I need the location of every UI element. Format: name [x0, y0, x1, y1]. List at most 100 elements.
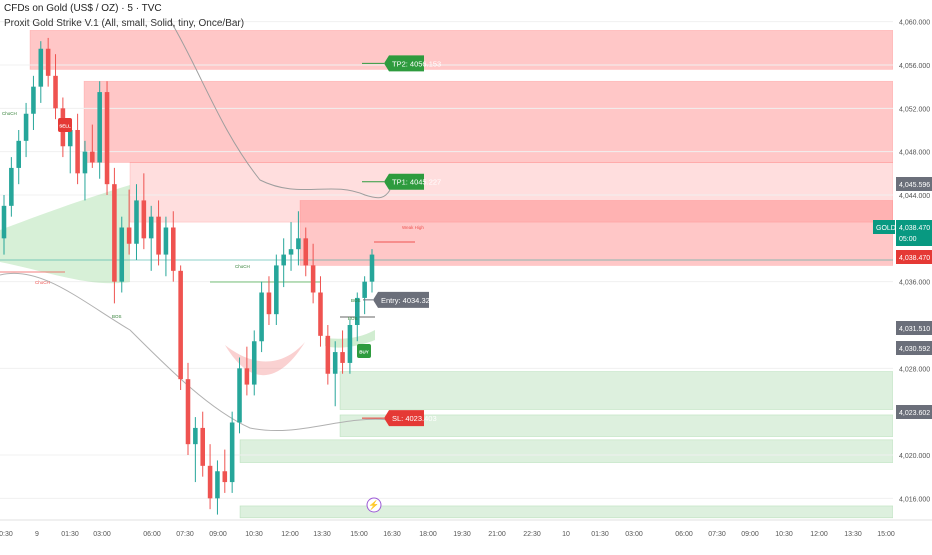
annotation-text: Weak High	[402, 225, 424, 230]
annotation-text: ChoCH	[2, 111, 17, 116]
x-tick-label: 12:00	[810, 531, 828, 538]
x-tick-label: 00:30	[0, 531, 13, 538]
price-label-bg	[896, 321, 932, 335]
price-label: 4,031.510	[899, 326, 930, 333]
candle-body	[193, 427, 198, 445]
grid-layer	[0, 21, 893, 499]
demand-zone	[339, 371, 894, 410]
candle-body	[134, 200, 139, 244]
candle-body	[141, 200, 147, 239]
candle-body	[332, 352, 338, 374]
ma-lower-line	[0, 272, 391, 431]
y-tick-label: 4,052.000	[899, 106, 930, 113]
candle-body	[104, 92, 110, 185]
x-tick-label: 18:00	[419, 531, 437, 538]
candle-body	[229, 422, 235, 483]
x-tick-label: 16:30	[383, 531, 401, 538]
trend-band	[0, 185, 130, 284]
zones-layer	[29, 30, 894, 519]
x-tick-label: 01:30	[61, 531, 79, 538]
price-label: 4,045.596	[899, 182, 930, 189]
x-tick-label: 15:00	[350, 531, 368, 538]
x-tick-label: 19:30	[453, 531, 471, 538]
x-axis-bg	[0, 520, 932, 550]
candle-body	[237, 368, 242, 423]
price-label: 4,030.592	[899, 346, 930, 353]
trade-tag-label: Entry: 4034.320	[381, 296, 434, 305]
candle-body	[259, 292, 264, 342]
candle-body	[178, 270, 183, 380]
chart-title: CFDs on Gold (US$ / OZ) · 5 · TVC	[4, 3, 162, 14]
x-tick-label: 21:00	[488, 531, 506, 538]
candle-body	[303, 238, 309, 266]
x-tick-label: 10:30	[775, 531, 793, 538]
candle-body	[296, 238, 301, 250]
price-label: 4,023.602	[899, 410, 930, 417]
y-tick-label: 4,020.000	[899, 453, 930, 460]
y-tick-label: 4,044.000	[899, 193, 930, 200]
x-tick-label: 22:30	[523, 531, 541, 538]
trade-tag	[384, 173, 424, 190]
candle-body	[82, 151, 88, 174]
annotation-text: BOS	[348, 316, 358, 321]
y-tick-label: 4,056.000	[899, 63, 930, 70]
buy-badge	[357, 344, 371, 358]
candle-body	[67, 130, 73, 147]
sell-label: SELL	[59, 124, 71, 129]
candle-body	[90, 151, 95, 163]
candle-body	[281, 254, 286, 266]
candle-body	[53, 75, 58, 109]
candle-body	[325, 335, 331, 374]
price-label-bg	[896, 405, 932, 419]
x-tick-label: 13:30	[844, 531, 862, 538]
candle-body	[156, 216, 161, 255]
candle-body	[23, 113, 29, 141]
indicator-label: Proxit Gold Strike V.1 (All, small, Soli…	[4, 18, 245, 29]
candle-body	[207, 465, 213, 499]
candle-body	[75, 130, 80, 174]
x-tick-label: 10	[562, 531, 570, 538]
price-label-countdown: 05:00	[899, 236, 917, 243]
trade-tag-label: TP2: 4056.153	[392, 59, 441, 68]
x-tick-label: 06:00	[143, 531, 161, 538]
buy-label: BUY	[359, 350, 369, 355]
candle-body	[310, 265, 316, 293]
price-label: 4,038.470	[899, 225, 930, 232]
annotation-text: BOS	[112, 314, 122, 319]
trade-tag	[384, 410, 424, 427]
x-tick-label: 03:00	[93, 531, 111, 538]
price-label: 4,038.470	[899, 255, 930, 262]
reversal-arc	[225, 342, 305, 376]
candle-body	[97, 92, 102, 163]
symbol-label: GOLD	[876, 225, 896, 232]
candle-body	[340, 352, 345, 363]
candle-body	[31, 86, 36, 114]
candle-body	[9, 167, 14, 206]
candle-body	[185, 379, 191, 445]
candle-body	[200, 427, 206, 466]
candle-body	[362, 281, 367, 298]
x-tick-label: 09:00	[209, 531, 227, 538]
x-tick-label: 07:30	[176, 531, 194, 538]
candle-body	[318, 292, 323, 336]
x-tick-label: 06:00	[675, 531, 693, 538]
x-tick-label: 10:30	[245, 531, 263, 538]
candle-body	[16, 140, 22, 168]
x-tick-label: 15:00	[877, 531, 895, 538]
candle-body	[38, 48, 44, 87]
y-axis: 4,060.000 4,056.000 4,052.000 4,048.000 4,04…	[873, 0, 932, 520]
trade-tag	[373, 291, 429, 308]
candle-body	[126, 227, 132, 244]
trade-tags-layer: TP2: 4056.153 TP1: 4045.227 Entry: 4034.32…	[362, 55, 441, 427]
annotations-layer: SELL BUY BOS BOS BOS ChoCH ChoCH ChoCH Weak High	[2, 111, 424, 358]
candle-body	[347, 325, 353, 363]
y-tick-label: 4,016.000	[899, 496, 930, 503]
supply-zone	[29, 30, 894, 70]
x-tick-label: 03:00	[625, 531, 643, 538]
trade-tag-label: TP1: 4045.227	[392, 178, 441, 187]
x-tick-label: 12:00	[281, 531, 299, 538]
candle-body	[215, 471, 220, 499]
y-tick-label: 4,028.000	[899, 366, 930, 373]
